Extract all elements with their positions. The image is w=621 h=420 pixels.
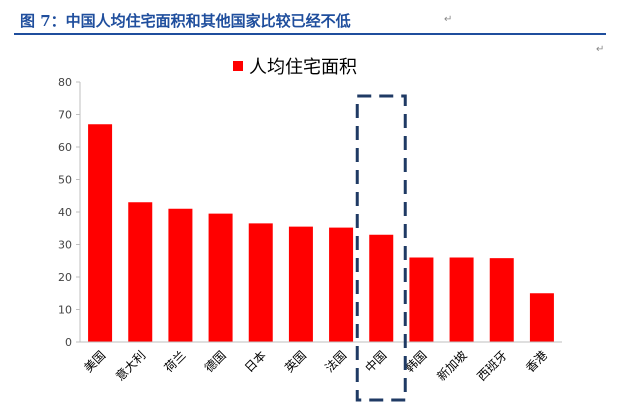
bar (168, 208, 193, 342)
bar (248, 223, 273, 342)
x-tick-label: 西班牙 (475, 348, 510, 383)
bar (329, 227, 354, 342)
figure-header: 图 7：中国人均住宅面积和其他国家比较已经不低 ↵ (0, 0, 621, 40)
y-tick-label: 80 (58, 76, 72, 89)
bar-chart: 人均住宅面积 0 10 20 30 40 50 60 70 80 美国 意大利 荷兰 德国 日本 英国 法国… (58, 57, 562, 402)
bar (88, 124, 113, 342)
bar (489, 258, 514, 342)
y-axis: 0 10 20 30 40 50 60 70 80 (58, 76, 81, 349)
x-tick-label: 英国 (282, 348, 309, 375)
paragraph-mark-icon: ↵ (596, 44, 605, 55)
bar (208, 213, 233, 342)
highlight-box (355, 94, 407, 402)
x-tick-label: 香港 (523, 348, 550, 375)
x-tick-label: 日本 (242, 348, 269, 375)
chart-legend: 人均住宅面积 (233, 57, 357, 78)
x-tick-label: 新加坡 (434, 348, 470, 384)
x-tick-label: 法国 (322, 348, 349, 375)
bar (128, 202, 153, 342)
x-tick-label: 美国 (81, 348, 108, 375)
y-tick-label: 30 (58, 239, 72, 252)
bar (288, 226, 313, 342)
bar (409, 257, 434, 342)
x-axis: 美国 意大利 荷兰 德国 日本 英国 法国 中国 韩国 新加坡 西班牙 香港 (80, 341, 562, 384)
y-tick-label: 50 (58, 174, 72, 187)
y-tick-label: 0 (65, 336, 72, 349)
y-tick-label: 20 (58, 271, 72, 284)
legend-label: 人均住宅面积 (249, 57, 357, 78)
x-tick-label: 德国 (201, 348, 229, 376)
legend-swatch (233, 61, 243, 71)
y-tick-label: 60 (58, 141, 72, 154)
bar (449, 257, 474, 342)
title-rule (14, 33, 606, 35)
x-tick-label: 中国 (362, 348, 390, 376)
y-tick-label: 70 (58, 109, 72, 122)
figure-title: 图 7：中国人均住宅面积和其他国家比较已经不低 (20, 12, 351, 30)
paragraph-mark-icon: ↵ (444, 14, 453, 25)
y-tick-label: 10 (58, 304, 72, 317)
bar (369, 234, 394, 342)
x-tick-label: 荷兰 (162, 348, 189, 375)
bars (88, 124, 554, 342)
x-tick-label: 意大利 (112, 348, 148, 384)
bar (529, 293, 554, 342)
y-tick-label: 40 (58, 206, 72, 219)
